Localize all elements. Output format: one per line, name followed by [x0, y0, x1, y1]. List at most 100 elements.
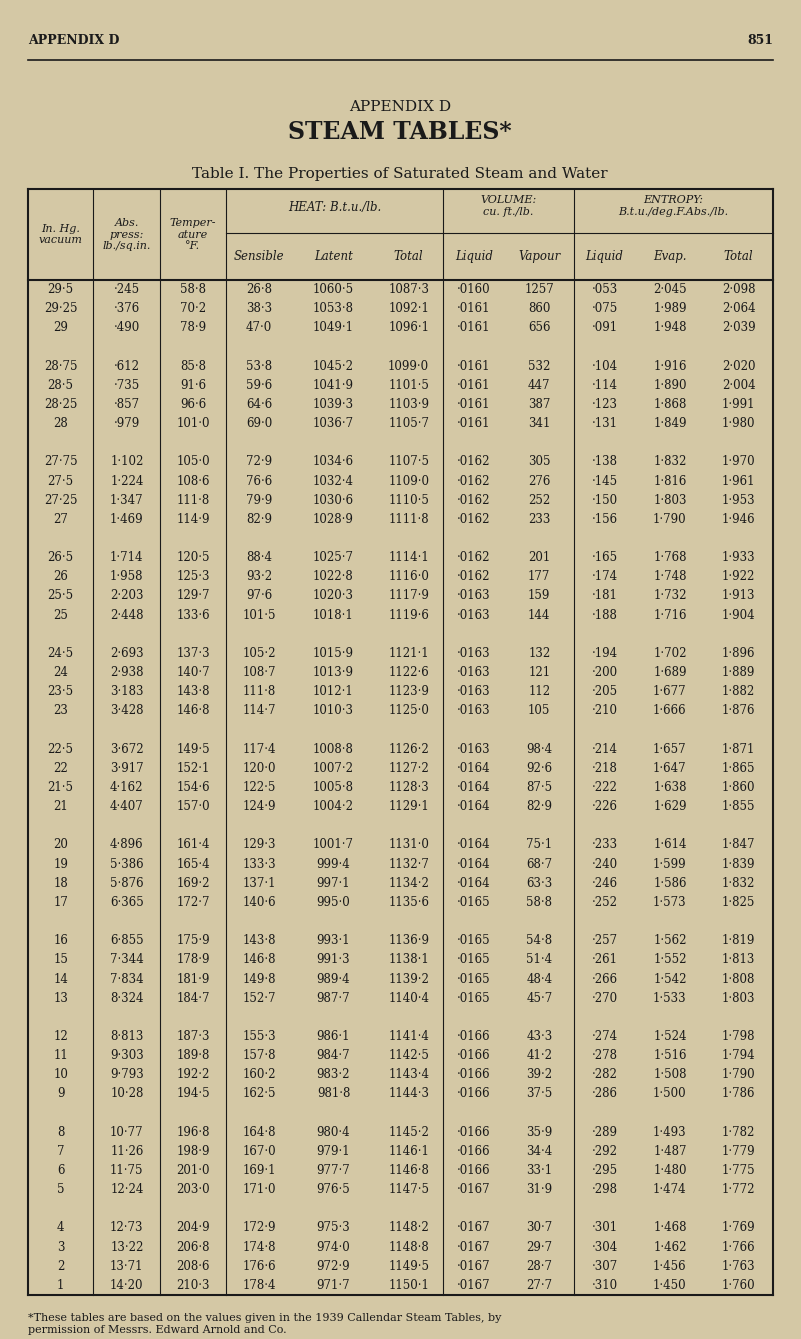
Text: 58·8: 58·8: [526, 896, 552, 909]
Text: 1060·5: 1060·5: [313, 283, 354, 296]
Text: 137·3: 137·3: [176, 647, 210, 660]
Text: Evap.: Evap.: [653, 250, 686, 262]
Text: ·0161: ·0161: [457, 321, 491, 335]
Text: 122·5: 122·5: [243, 781, 276, 794]
Text: ·188: ·188: [592, 609, 618, 621]
Text: 1·958: 1·958: [110, 570, 143, 584]
Text: 1·790: 1·790: [722, 1069, 755, 1082]
Text: ·301: ·301: [591, 1221, 618, 1235]
Text: 1119·6: 1119·6: [388, 609, 429, 621]
Text: 12·73: 12·73: [110, 1221, 143, 1235]
Text: 43·3: 43·3: [526, 1030, 553, 1043]
Text: 4·162: 4·162: [110, 781, 143, 794]
Text: 64·6: 64·6: [246, 398, 272, 411]
Text: 68·7: 68·7: [526, 857, 553, 870]
Text: ·165: ·165: [591, 552, 618, 564]
Text: ·233: ·233: [591, 838, 618, 852]
Text: ·0162: ·0162: [457, 455, 491, 469]
Text: 1·876: 1·876: [722, 704, 755, 718]
Text: 28·25: 28·25: [44, 398, 78, 411]
Text: ·376: ·376: [114, 303, 140, 315]
Text: ·0162: ·0162: [457, 552, 491, 564]
Text: 3·183: 3·183: [110, 686, 143, 698]
Text: ·156: ·156: [591, 513, 618, 526]
Text: ·214: ·214: [592, 743, 618, 755]
Text: 129·7: 129·7: [176, 589, 210, 603]
Text: 3·917: 3·917: [110, 762, 143, 775]
Text: 1·980: 1·980: [722, 418, 755, 430]
Text: 93·2: 93·2: [246, 570, 272, 584]
Text: 991·3: 991·3: [316, 953, 350, 967]
Text: ·0162: ·0162: [457, 570, 491, 584]
Text: 87·5: 87·5: [526, 781, 553, 794]
Text: 10·28: 10·28: [110, 1087, 143, 1101]
Text: 1015·9: 1015·9: [313, 647, 354, 660]
Text: 28·75: 28·75: [44, 360, 78, 372]
Text: 1·468: 1·468: [653, 1221, 686, 1235]
Text: 1018·1: 1018·1: [313, 609, 354, 621]
Text: APPENDIX D: APPENDIX D: [28, 33, 119, 47]
Text: ·0161: ·0161: [457, 398, 491, 411]
Text: 91·6: 91·6: [180, 379, 206, 392]
Text: Latent: Latent: [314, 250, 353, 262]
Text: 13: 13: [53, 992, 68, 1004]
Text: ·210: ·210: [592, 704, 618, 718]
Text: 1135·6: 1135·6: [388, 896, 429, 909]
Text: ·289: ·289: [592, 1126, 618, 1138]
Text: 3·428: 3·428: [110, 704, 143, 718]
Text: 22·5: 22·5: [47, 743, 74, 755]
Text: 1150·1: 1150·1: [388, 1279, 429, 1292]
Text: ·286: ·286: [592, 1087, 618, 1101]
Text: 986·1: 986·1: [316, 1030, 350, 1043]
Text: 1·516: 1·516: [653, 1050, 686, 1062]
Text: ·0166: ·0166: [457, 1030, 491, 1043]
Text: 1·890: 1·890: [653, 379, 686, 392]
Text: 14: 14: [53, 972, 68, 986]
Text: 1·500: 1·500: [653, 1087, 686, 1101]
Text: 146·8: 146·8: [243, 953, 276, 967]
Text: 1·474: 1·474: [653, 1184, 686, 1196]
Text: ·612: ·612: [114, 360, 140, 372]
Text: 7·834: 7·834: [110, 972, 143, 986]
Text: 1116·0: 1116·0: [388, 570, 429, 584]
Text: 23: 23: [53, 704, 68, 718]
Text: 45·7: 45·7: [526, 992, 553, 1004]
Text: 187·3: 187·3: [176, 1030, 210, 1043]
Text: *These tables are based on the values given in the 1939 Callendar Steam Tables, : *These tables are based on the values gi…: [28, 1314, 501, 1335]
Text: 174·8: 174·8: [243, 1241, 276, 1253]
Text: 980·4: 980·4: [316, 1126, 350, 1138]
Text: Abs.
press:
lb./sq.in.: Abs. press: lb./sq.in.: [103, 218, 151, 252]
Text: 210·3: 210·3: [176, 1279, 210, 1292]
Text: 88·4: 88·4: [246, 552, 272, 564]
Text: 17: 17: [53, 896, 68, 909]
Text: 1·782: 1·782: [722, 1126, 755, 1138]
Text: 1004·2: 1004·2: [313, 801, 354, 813]
Text: 194·5: 194·5: [176, 1087, 210, 1101]
Text: 203·0: 203·0: [176, 1184, 210, 1196]
Text: 1140·4: 1140·4: [388, 992, 429, 1004]
Text: 1·839: 1·839: [722, 857, 755, 870]
Text: 144: 144: [528, 609, 550, 621]
Text: 11·75: 11·75: [110, 1164, 143, 1177]
Text: 1·813: 1·813: [722, 953, 755, 967]
Text: 1·760: 1·760: [722, 1279, 755, 1292]
Text: ·0165: ·0165: [457, 935, 491, 947]
Text: Total: Total: [394, 250, 424, 262]
Text: ·0163: ·0163: [457, 704, 491, 718]
Text: 1·487: 1·487: [653, 1145, 686, 1158]
Text: 157·0: 157·0: [176, 801, 210, 813]
Text: 31·9: 31·9: [526, 1184, 553, 1196]
Text: 172·9: 172·9: [243, 1221, 276, 1235]
Text: ·0161: ·0161: [457, 418, 491, 430]
Text: ·0167: ·0167: [457, 1221, 491, 1235]
Text: 976·5: 976·5: [316, 1184, 350, 1196]
Text: 23·5: 23·5: [47, 686, 74, 698]
Text: 1126·2: 1126·2: [388, 743, 429, 755]
Text: 27: 27: [53, 513, 68, 526]
Text: HEAT: B.t.u./lb.: HEAT: B.t.u./lb.: [288, 201, 381, 214]
Text: 1·456: 1·456: [653, 1260, 686, 1273]
Text: 70·2: 70·2: [180, 303, 206, 315]
Text: 53·8: 53·8: [246, 360, 272, 372]
Text: 1·599: 1·599: [653, 857, 686, 870]
Text: 1012·1: 1012·1: [313, 686, 354, 698]
